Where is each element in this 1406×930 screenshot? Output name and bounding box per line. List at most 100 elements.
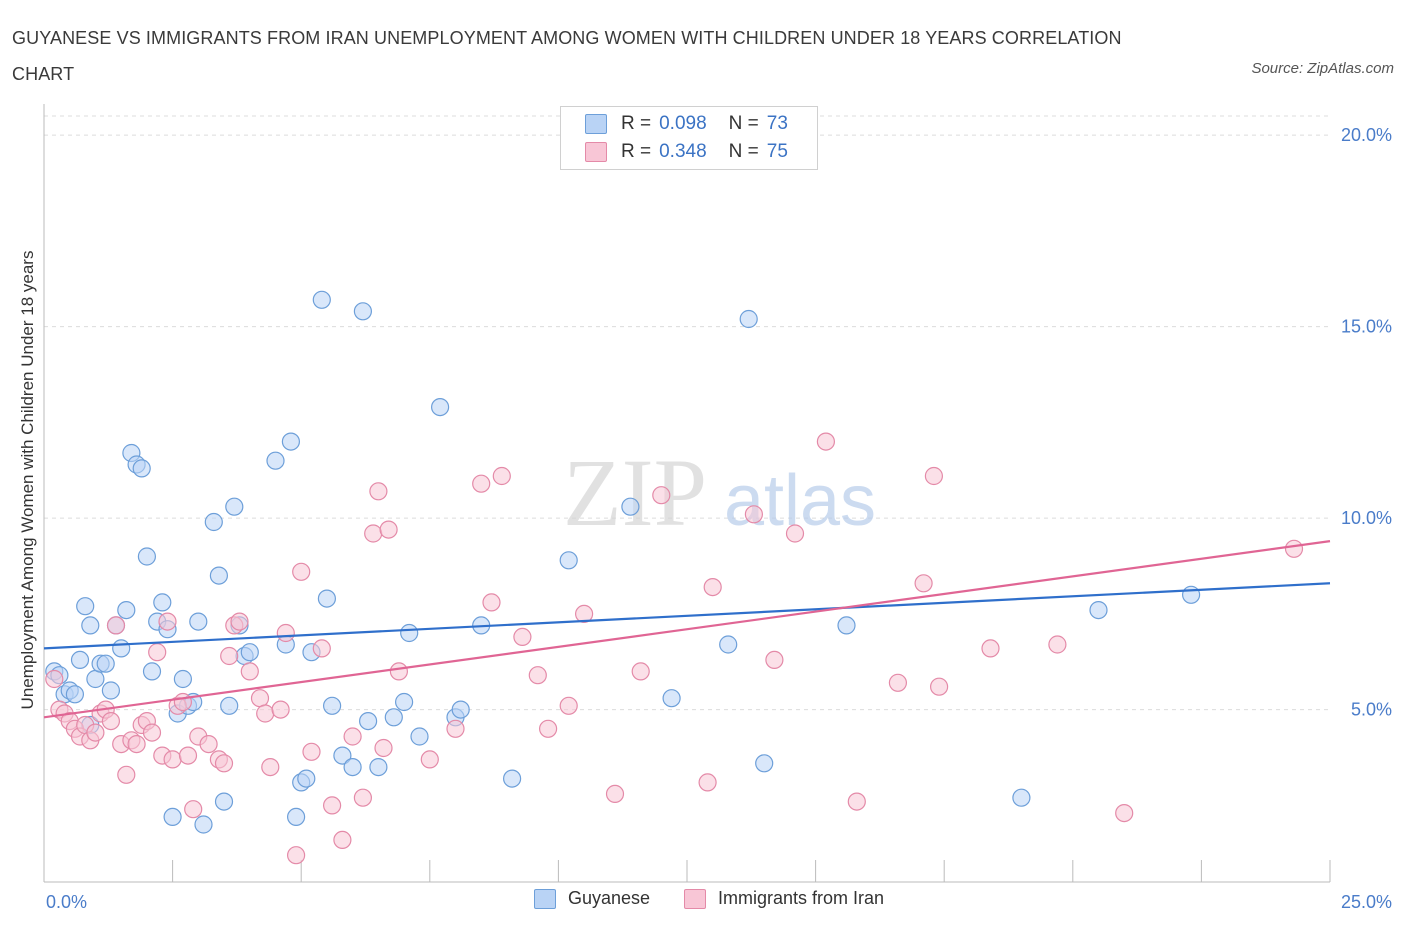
iran-point <box>914 574 933 593</box>
guyanese-point <box>101 681 121 700</box>
iran-point <box>929 677 949 696</box>
n-label: N = <box>728 113 759 134</box>
iran-point <box>605 784 625 804</box>
iran-point <box>374 738 393 758</box>
guyanese-point <box>86 669 105 689</box>
series-legend: Guyanese Immigrants from Iran <box>0 888 1406 916</box>
n-value: 73 <box>766 113 788 134</box>
guyanese-point <box>209 566 228 585</box>
iran-point <box>353 788 372 807</box>
guyanese-point <box>369 757 388 777</box>
guyanese-point <box>297 769 316 788</box>
stats-legend-row-guyanese: R = 0.098 N = 73 <box>585 112 788 136</box>
guyanese-point <box>153 593 172 612</box>
guyanese-point <box>1089 600 1108 620</box>
guyanese-point <box>194 815 213 834</box>
guyanese-point <box>359 711 378 731</box>
iran-point <box>816 432 836 451</box>
source-note: Source: ZipAtlas.com <box>1251 60 1394 77</box>
guyanese-point <box>410 727 429 746</box>
legend-label-iran: Immigrants from Iran <box>718 888 885 908</box>
guyanese-point <box>837 616 856 635</box>
iran-point <box>199 734 218 754</box>
iran-point <box>302 742 321 761</box>
iran-point <box>142 723 162 742</box>
iran-point <box>1284 539 1304 558</box>
guyanese-point <box>189 612 208 631</box>
iran-point <box>446 719 465 738</box>
guyanese-point <box>76 597 95 616</box>
guyanese-point <box>281 432 300 451</box>
iran-point <box>698 773 717 792</box>
iran-point <box>106 616 126 635</box>
guyanese-legend-swatch <box>534 888 556 909</box>
iran-point <box>173 692 192 712</box>
iran-point <box>492 466 511 486</box>
guyanese-point <box>323 696 342 715</box>
iran-point <box>276 623 295 643</box>
iran-point <box>163 750 182 769</box>
guyanese-point <box>755 754 774 773</box>
iran-point <box>323 796 342 815</box>
guyanese-point <box>225 497 244 516</box>
iran-point <box>847 792 866 811</box>
guyanese-point <box>343 757 362 777</box>
watermark: ZIP atlas <box>563 439 876 546</box>
iran-point <box>981 639 1000 658</box>
legend-item-iran[interactable]: Immigrants from Iran <box>684 888 884 909</box>
iran-point <box>482 593 501 612</box>
iran-point <box>472 474 491 493</box>
iran-point <box>389 662 408 681</box>
guyanese-point <box>333 746 352 765</box>
guyanese-point <box>112 639 131 658</box>
iran-point <box>312 639 331 658</box>
guyanese-point <box>662 689 681 708</box>
iran-point <box>287 846 306 865</box>
guyanese-point <box>395 692 414 712</box>
guyanese-trend-line <box>43 582 1331 650</box>
guyanese-point <box>431 398 450 417</box>
iran-point <box>1115 803 1134 823</box>
iran-point <box>513 627 532 647</box>
guyanese-point <box>739 309 758 329</box>
iran-point <box>45 669 64 689</box>
iran-point <box>703 577 722 597</box>
iran-point <box>256 704 275 723</box>
iran-point <box>261 757 280 777</box>
y-tick-label: 10.0% <box>1341 508 1392 528</box>
guyanese-point <box>65 685 85 704</box>
r-label: R = <box>621 141 652 162</box>
iran-point <box>631 662 650 681</box>
y-axis-label: Unemployment Among Women with Children U… <box>18 250 37 710</box>
stats-legend-row-iran: R = 0.348 N = 75 <box>585 140 788 164</box>
guyanese-point <box>204 512 223 532</box>
guyanese-point <box>384 708 403 727</box>
data-points <box>45 290 1304 865</box>
y-tick-label: 20.0% <box>1341 125 1392 145</box>
iran-point <box>117 765 136 784</box>
iran-point <box>158 612 177 631</box>
r-value: 0.348 <box>659 141 707 162</box>
iran-point <box>379 520 398 539</box>
tick-labels: 5.0% 10.0% 15.0% 20.0% 0.0% 25.0% <box>46 125 1392 912</box>
guyanese-point <box>621 497 640 516</box>
guyanese-point <box>719 635 738 654</box>
guyanese-point <box>70 650 90 670</box>
guyanese-point <box>400 623 419 643</box>
guyanese-point <box>117 600 136 620</box>
trend-lines <box>43 540 1331 719</box>
iran-point <box>148 643 167 662</box>
y-tick-label: 15.0% <box>1341 317 1392 337</box>
iran-point <box>765 650 784 670</box>
guyanese-point <box>163 807 182 827</box>
iran-point <box>528 666 547 685</box>
legend-label-guyanese: Guyanese <box>568 888 651 908</box>
iran-point <box>250 689 270 708</box>
x-tick-label: 0.0% <box>46 892 87 912</box>
guyanese-point <box>220 696 239 715</box>
guyanese-point <box>287 807 306 827</box>
legend-item-guyanese[interactable]: Guyanese <box>534 888 650 909</box>
y-tick-label: 5.0% <box>1351 700 1392 720</box>
chart-title: GUYANESE VS IMMIGRANTS FROM IRAN UNEMPLO… <box>12 28 1122 84</box>
guyanese-point <box>502 769 522 788</box>
